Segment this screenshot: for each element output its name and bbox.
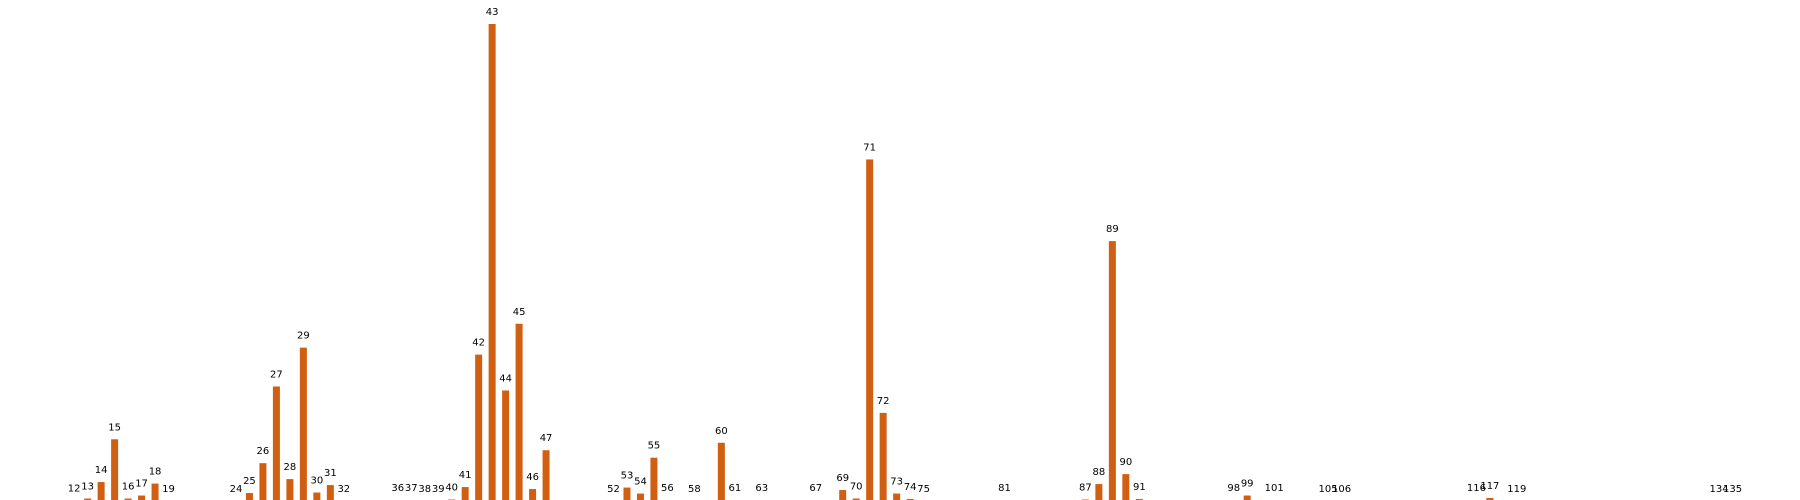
- bar-28: [286, 479, 294, 500]
- bar-label-135: 135: [1723, 484, 1742, 495]
- bar-label-36: 36: [391, 483, 404, 494]
- bar-44: [502, 390, 510, 500]
- bar-60: [717, 442, 725, 500]
- bar-43: [488, 24, 496, 500]
- bar-label-53: 53: [621, 471, 634, 482]
- bar-label-134: 134: [1710, 484, 1729, 495]
- bar-30: [313, 492, 321, 500]
- bar-label-39: 39: [432, 484, 445, 495]
- bar-14: [97, 482, 105, 500]
- bar-label-19: 19: [162, 484, 175, 495]
- bar-label-106: 106: [1332, 484, 1351, 495]
- bar-label-63: 63: [755, 483, 768, 494]
- bar-29: [299, 347, 307, 500]
- bar-label-41: 41: [459, 470, 472, 481]
- bar-label-91: 91: [1133, 482, 1146, 493]
- bar-71: [866, 159, 874, 500]
- bar-90: [1122, 474, 1130, 500]
- bar-89: [1108, 241, 1116, 500]
- bar-31: [326, 485, 334, 500]
- bar-label-15: 15: [108, 422, 121, 433]
- bar-88: [1095, 484, 1103, 500]
- bar-55: [650, 457, 658, 500]
- bar-label-42: 42: [472, 338, 485, 349]
- bar-label-43: 43: [486, 7, 499, 18]
- bar-label-89: 89: [1106, 224, 1119, 235]
- bar-label-24: 24: [230, 484, 243, 495]
- bar-label-37: 37: [405, 483, 418, 494]
- bar-41: [461, 487, 469, 500]
- bar-27: [272, 386, 280, 500]
- bar-117: [1486, 498, 1494, 500]
- bar-label-55: 55: [648, 441, 661, 452]
- bar-label-101: 101: [1265, 483, 1284, 494]
- bar-46: [529, 489, 537, 500]
- bar-label-81: 81: [998, 483, 1011, 494]
- bar-label-75: 75: [917, 484, 930, 495]
- bar-label-26: 26: [257, 446, 270, 457]
- bar-47: [542, 450, 550, 500]
- bar-42: [475, 354, 483, 500]
- bar-label-70: 70: [850, 482, 863, 493]
- bar-label-98: 98: [1227, 483, 1240, 494]
- bar-label-28: 28: [284, 462, 297, 473]
- bar-69: [839, 490, 847, 500]
- bar-label-47: 47: [540, 433, 553, 444]
- bar-label-29: 29: [297, 331, 310, 342]
- bar-72: [879, 412, 887, 500]
- bar-label-17: 17: [135, 479, 148, 490]
- bar-25: [245, 493, 253, 500]
- bar-label-32: 32: [337, 484, 350, 495]
- bar-73: [893, 493, 901, 500]
- bar-label-88: 88: [1093, 467, 1106, 478]
- bar-label-90: 90: [1119, 457, 1132, 468]
- bar-label-116: 116: [1467, 483, 1486, 494]
- bar-label-46: 46: [526, 472, 539, 483]
- bar-label-54: 54: [634, 477, 647, 488]
- bar-17: [138, 495, 146, 500]
- bar-26: [259, 463, 267, 500]
- bar-label-117: 117: [1480, 481, 1499, 492]
- bar-label-30: 30: [310, 476, 323, 487]
- bar-label-58: 58: [688, 484, 701, 495]
- bar-label-105: 105: [1319, 484, 1338, 495]
- bar-label-45: 45: [513, 307, 526, 318]
- bar-label-74: 74: [904, 482, 917, 493]
- bar-label-56: 56: [661, 483, 674, 494]
- bars-group: [84, 24, 1494, 500]
- bar-15: [111, 439, 119, 500]
- bar-45: [515, 323, 523, 500]
- bar-label-60: 60: [715, 426, 728, 437]
- bar-label-73: 73: [890, 477, 903, 488]
- bar-label-119: 119: [1507, 484, 1526, 495]
- bar-label-61: 61: [728, 483, 741, 494]
- bar-label-52: 52: [607, 484, 620, 495]
- bar-16: [124, 498, 132, 500]
- bar-label-69: 69: [836, 473, 849, 484]
- bar-label-13: 13: [81, 482, 94, 493]
- bar-label-14: 14: [95, 465, 108, 476]
- bar-label-27: 27: [270, 369, 283, 380]
- bar-label-31: 31: [324, 468, 337, 479]
- bar-99: [1243, 495, 1251, 500]
- bar-label-40: 40: [445, 483, 458, 494]
- bar-label-71: 71: [863, 142, 876, 153]
- bar-label-72: 72: [877, 396, 890, 407]
- bar-label-12: 12: [68, 484, 81, 495]
- bar-label-99: 99: [1241, 479, 1254, 490]
- bar-13: [84, 498, 92, 500]
- bar-label-87: 87: [1079, 483, 1092, 494]
- bar-label-38: 38: [418, 484, 431, 495]
- bar-18: [151, 483, 159, 500]
- bar-54: [636, 493, 644, 500]
- bar-70: [852, 498, 860, 500]
- bar-label-16: 16: [122, 482, 135, 493]
- bar-53: [623, 487, 631, 500]
- bar-label-67: 67: [809, 483, 822, 494]
- bar-label-25: 25: [243, 476, 256, 487]
- bar-label-44: 44: [499, 373, 512, 384]
- bar-label-18: 18: [149, 467, 162, 478]
